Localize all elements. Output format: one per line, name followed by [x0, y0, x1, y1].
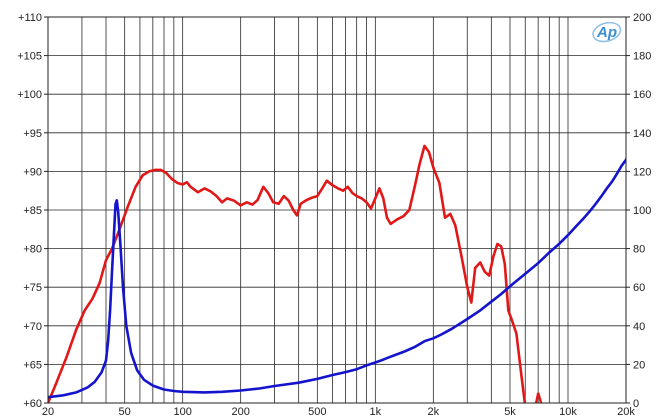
right-tick-label: 60 — [633, 282, 645, 294]
left-tick-label: +75 — [23, 282, 42, 294]
right-tick-label: 100 — [633, 205, 651, 217]
x-tick-label: 1k — [370, 406, 382, 416]
left-tick-label: +60 — [23, 398, 42, 410]
left-tick-label: +85 — [23, 205, 42, 217]
left-tick-label: +110 — [18, 12, 42, 24]
spl-curve — [48, 144, 527, 403]
x-tick-label: 2k — [428, 406, 440, 416]
left-tick-label: +70 — [23, 321, 42, 333]
left-tick-label: +100 — [17, 89, 42, 101]
ap-logo-text: Ap — [596, 24, 617, 41]
x-tick-label: 500 — [308, 406, 326, 416]
right-tick-label: 20 — [633, 359, 645, 371]
right-tick-label: 0 — [633, 398, 639, 410]
plot-frame — [47, 16, 627, 404]
right-tick-label: 180 — [633, 51, 651, 63]
impedance-curve — [48, 156, 626, 399]
x-tick-label: 50 — [119, 406, 131, 416]
x-tick-label: 200 — [231, 406, 249, 416]
grid-lines — [48, 17, 626, 403]
x-tick-label: 20 — [42, 406, 54, 416]
right-tick-label: 140 — [633, 128, 651, 140]
right-tick-label: 120 — [633, 166, 651, 178]
x-axis-ticks: 20 50 100 200 500 1k 2k 5k 10k 20k — [42, 406, 635, 416]
x-tick-label: 5k — [504, 406, 516, 416]
right-axis-ticks: 0 20 40 60 80 100 120 140 160 180 200 — [626, 12, 651, 410]
ap-logo-swoosh — [592, 21, 622, 43]
left-tick-label: +65 — [23, 359, 42, 371]
spl-curve-tail — [534, 392, 543, 403]
right-tick-label: 160 — [633, 89, 651, 101]
left-axis-ticks: +60 +65 +70 +75 +80 +85 +90 +95 +100 +105 +110 — [17, 12, 48, 410]
left-tick-label: +95 — [23, 128, 42, 140]
right-tick-label: 40 — [633, 321, 645, 333]
left-tick-label: +90 — [23, 166, 42, 178]
left-tick-label: +80 — [23, 244, 42, 256]
ap-logo: Ap — [592, 21, 622, 43]
right-tick-label: 80 — [633, 244, 645, 256]
x-tick-label: 20k — [617, 406, 635, 416]
x-tick-label: 10k — [559, 406, 577, 416]
right-tick-label: 200 — [633, 12, 651, 24]
x-tick-label: 100 — [173, 406, 191, 416]
left-tick-label: +105 — [17, 51, 42, 63]
series-lines — [48, 144, 626, 403]
